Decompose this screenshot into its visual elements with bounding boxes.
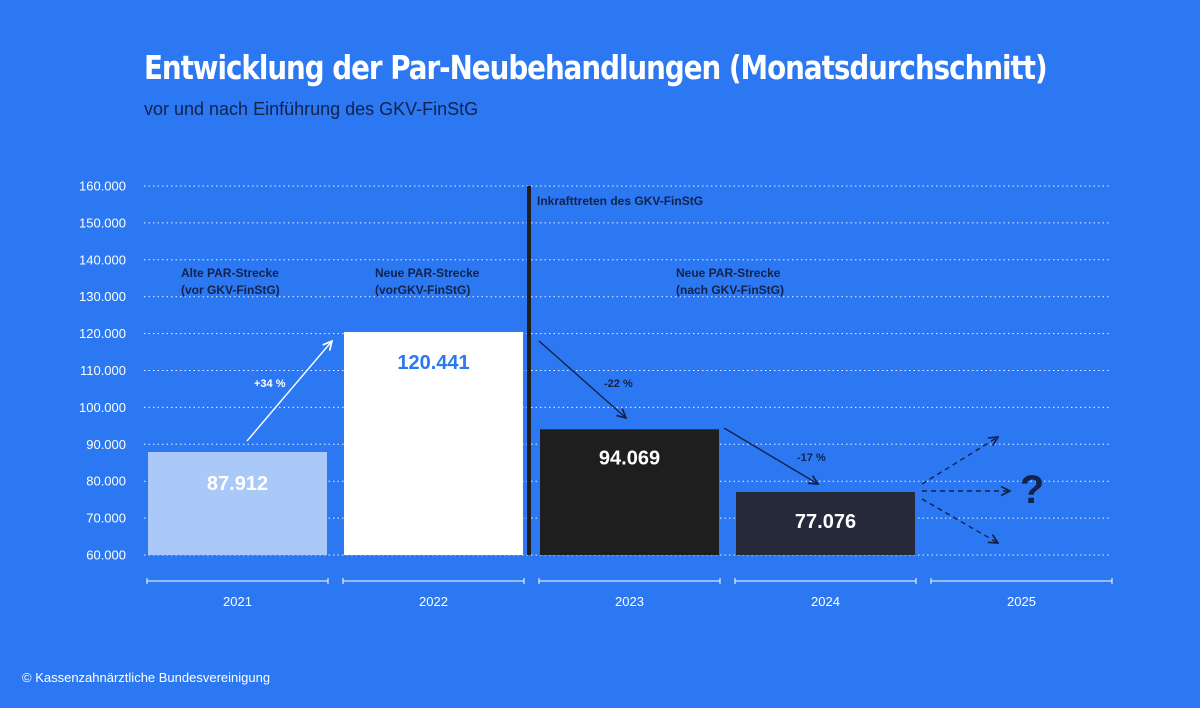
change-arrow-down — [723, 427, 818, 484]
data-label-2021: 87.912 — [207, 473, 268, 495]
x-tick-label: 2023 — [615, 594, 644, 609]
forecast-arrow-down — [921, 498, 998, 543]
law-marker-line — [527, 186, 531, 555]
change-label: -22 % — [604, 378, 633, 390]
segment-label: (nach GKV-FinStG) — [676, 283, 784, 297]
law-marker-label: Inkrafttreten des GKV-FinStG — [537, 194, 703, 208]
annotations: Inkrafttreten des GKV-FinStG Alte PAR-Str… — [181, 186, 1010, 555]
x-tick-label: 2022 — [419, 594, 448, 609]
x-tick-label: 2024 — [811, 594, 840, 609]
data-label-2025: ? — [1020, 468, 1044, 512]
change-label: +34 % — [254, 378, 286, 390]
y-tick-label: 70.000 — [86, 511, 126, 526]
bar-2023 — [540, 429, 719, 555]
segment-label: (vorGKV-FinStG) — [375, 283, 470, 297]
y-tick-label: 80.000 — [86, 474, 126, 489]
segment-label: Neue PAR-Strecke — [676, 266, 781, 280]
y-tick-label: 160.000 — [79, 179, 126, 194]
x-tick-label: 2021 — [223, 594, 252, 609]
data-label-2022: 120.441 — [397, 352, 469, 374]
chart-subtitle: vor und nach Einführung des GKV-FinStG — [144, 99, 479, 119]
x-tick-label: 2025 — [1007, 594, 1036, 609]
segment-label: Alte PAR-Strecke — [181, 266, 279, 280]
segment-label: Neue PAR-Strecke — [375, 266, 480, 280]
y-tick-label: 120.000 — [79, 326, 126, 341]
forecast-arrow-up — [921, 437, 998, 485]
data-label-2024: 77.076 — [795, 511, 856, 533]
y-axis: 60.000 70.000 80.000 90.000 100.000 110.000 12… — [79, 179, 126, 563]
bar-2022 — [344, 331, 523, 555]
y-tick-label: 110.000 — [80, 363, 126, 378]
bars: 87.912 120.441 94.069 77.076? — [148, 331, 1044, 555]
chart-title: Entwicklung der Par-Neubehandlungen (Mon… — [144, 48, 1048, 87]
bar-2024 — [736, 491, 915, 555]
bar-2021 — [148, 452, 327, 555]
data-label-2023: 94.069 — [599, 447, 660, 469]
change-label: -17 % — [797, 452, 826, 464]
y-tick-label: 60.000 — [86, 548, 126, 563]
y-tick-label: 130.000 — [79, 289, 126, 304]
change-arrow-down — [538, 340, 626, 418]
segment-label: (vor GKV-FinStG) — [181, 283, 280, 297]
x-axis: 2021 2022 2023 2024 2025 — [146, 578, 1113, 609]
copyright-footer: © Kassenzahnärztliche Bundesvereinigung — [22, 670, 271, 685]
y-tick-label: 100.000 — [79, 400, 126, 415]
y-tick-label: 140.000 — [79, 252, 126, 267]
y-tick-label: 90.000 — [86, 437, 126, 452]
y-tick-label: 150.000 — [79, 215, 126, 230]
change-arrow-up — [246, 341, 332, 442]
